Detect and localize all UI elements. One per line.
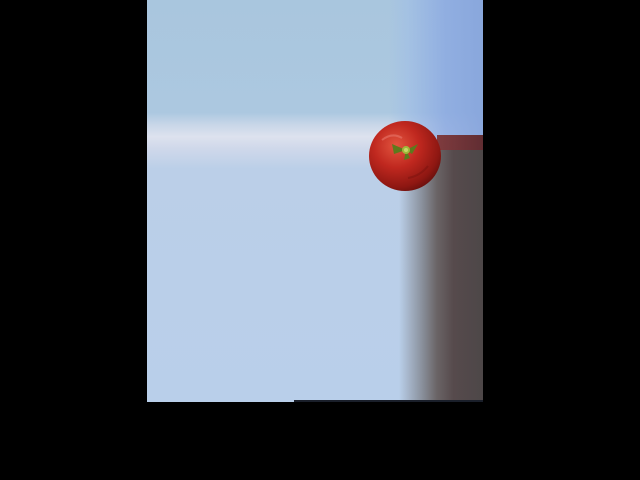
stem <box>392 144 418 160</box>
light-blue-backdrop <box>147 0 483 402</box>
tomato-icon <box>369 121 441 191</box>
shadow-streak <box>399 150 483 402</box>
backdrop-edge <box>294 400 483 402</box>
